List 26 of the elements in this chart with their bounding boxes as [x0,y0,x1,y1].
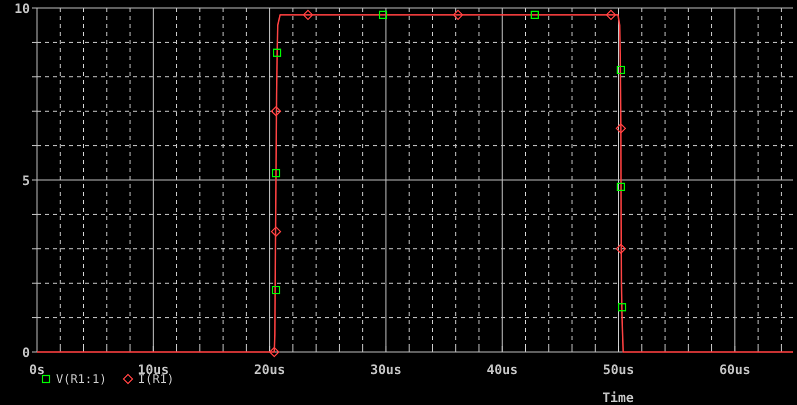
point [618,303,626,312]
point [616,182,625,191]
point [616,123,626,134]
point [302,10,314,20]
x-tick-label: 40us [486,363,518,378]
point [452,10,464,20]
point [272,169,280,178]
x-tick-label: 20us [254,363,286,378]
point [616,66,625,74]
point [378,10,388,19]
point [270,106,282,116]
point [272,48,282,57]
point [616,244,626,254]
y-tick-label: 5 [22,174,30,189]
x-tick-label: 60us [719,363,750,378]
legend-label: V(R1:1) [56,372,107,386]
x-tick-label: 30us [370,363,402,378]
x-axis-title: Time [602,391,634,405]
point [606,10,616,20]
point [270,226,282,237]
point [272,286,280,294]
point [530,10,539,19]
x-tick-label: 0s [29,363,45,378]
y-tick-label: 10 [14,2,30,17]
y-tick-label: 0 [22,346,30,361]
x-tick-label: 50us [602,363,634,378]
